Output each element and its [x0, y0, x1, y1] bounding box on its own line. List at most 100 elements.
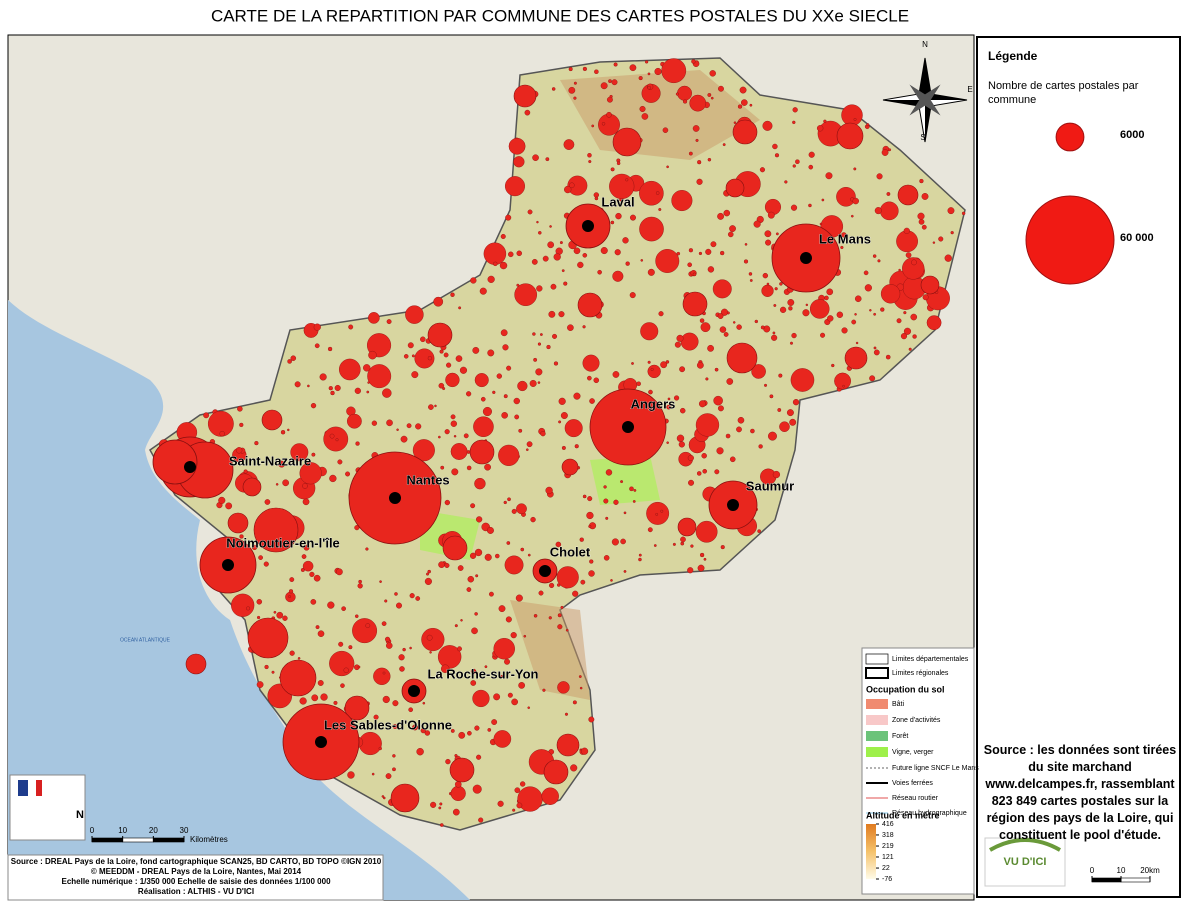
commune-circle [458, 731, 466, 739]
commune-circle [531, 258, 538, 265]
commune-circle [719, 326, 727, 333]
commune-circle [792, 107, 798, 113]
commune-circle [553, 361, 559, 366]
commune-circle [658, 207, 662, 211]
commune-circle [354, 614, 359, 619]
commune-circle [288, 595, 291, 598]
commune-circle [707, 344, 714, 352]
commune-circle [440, 664, 450, 673]
commune-circle [479, 287, 487, 295]
commune-circle [612, 270, 624, 282]
commune-circle [239, 422, 244, 428]
town-circle [344, 695, 370, 721]
commune-circle [415, 596, 421, 601]
commune-circle [629, 486, 634, 492]
town-circle [577, 292, 603, 318]
commune-circle [382, 671, 386, 675]
commune-circle [567, 175, 588, 196]
legend-subtitle: Nombre de cartes postales par commune [988, 80, 1139, 106]
commune-circle [826, 288, 834, 296]
commune-circle [561, 269, 565, 273]
commune-circle [603, 555, 610, 561]
city-dot [184, 461, 196, 473]
commune-circle [574, 444, 579, 449]
city-label: Le Mans [819, 231, 871, 246]
commune-circle [787, 299, 795, 306]
sea-label: OCEAN ATLANTIQUE [120, 637, 171, 643]
commune-circle [352, 618, 378, 644]
commune-circle [922, 294, 929, 301]
commune-circle [551, 87, 556, 91]
commune-circle [573, 247, 581, 255]
commune-circle [546, 344, 551, 350]
commune-circle [457, 646, 462, 652]
town-circle [556, 733, 580, 757]
commune-circle [713, 395, 723, 406]
commune-circle [276, 611, 284, 619]
commune-circle [498, 444, 520, 466]
commune-circle [550, 283, 557, 290]
commune-circle [548, 310, 556, 318]
commune-circle [427, 356, 432, 361]
commune-circle [766, 282, 770, 286]
logo-flag [36, 780, 42, 796]
scale-bar-2: 0 10 20km [1090, 866, 1160, 883]
commune-circle [572, 700, 577, 705]
commune-circle [407, 342, 414, 349]
commune-circle [378, 746, 382, 751]
commune-circle [841, 104, 863, 126]
commune-circle [471, 627, 478, 635]
altitude-tick-label: 416 [882, 821, 894, 828]
town-circle [185, 653, 207, 675]
commune-circle [467, 575, 475, 583]
commune-circle [737, 104, 743, 109]
commune-circle [564, 712, 569, 716]
commune-circle [526, 448, 529, 451]
commune-circle [690, 544, 694, 548]
commune-circle [439, 823, 444, 827]
commune-circle [687, 262, 692, 268]
commune-circle [515, 594, 523, 602]
commune-circle [493, 693, 501, 701]
commune-circle [408, 707, 414, 713]
commune-circle [594, 69, 599, 74]
commune-circle [647, 360, 651, 364]
commune-circle [365, 623, 371, 629]
commune-circle [591, 124, 595, 128]
commune-circle [902, 257, 925, 280]
commune-circle [896, 318, 902, 324]
commune-circle [427, 569, 431, 574]
commune-circle [412, 724, 418, 731]
commune-circle [841, 232, 847, 238]
commune-circle [329, 433, 335, 439]
commune-circle [750, 428, 755, 434]
commune-circle [852, 197, 859, 205]
commune-circle [548, 616, 552, 620]
commune-circle [938, 236, 944, 242]
scale-segment [91, 837, 123, 843]
commune-circle [714, 367, 719, 372]
commune-circle [688, 479, 695, 486]
logo-arc [989, 838, 1061, 852]
city-dot [727, 499, 739, 511]
commune-circle [545, 486, 553, 495]
commune-circle [317, 630, 325, 637]
town-circle [677, 517, 697, 537]
commune-circle [947, 207, 955, 215]
commune-circle [366, 390, 370, 394]
commune-circle [748, 272, 753, 276]
commune-circle [640, 259, 644, 262]
logo-flag [28, 780, 36, 796]
commune-circle [758, 444, 763, 449]
commune-circle [792, 120, 796, 125]
commune-circle [396, 602, 402, 609]
commune-circle [506, 365, 512, 371]
commune-circle [243, 469, 248, 474]
commune-circle [556, 566, 579, 589]
town-circle [390, 783, 420, 813]
commune-circle [529, 379, 537, 387]
commune-circle [640, 322, 659, 341]
commune-circle [403, 354, 409, 359]
commune-circle [921, 193, 929, 200]
commune-circle [328, 386, 333, 391]
